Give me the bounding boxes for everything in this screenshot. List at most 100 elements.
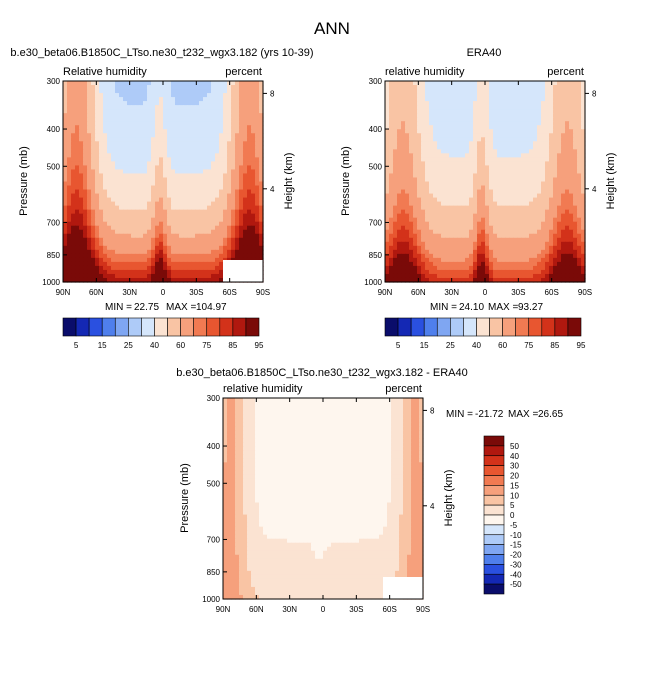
field-cell [207,217,212,223]
field-cell [251,117,256,122]
field-cell [501,273,506,279]
field-cell [517,201,522,207]
field-cell [485,221,490,227]
field-cell [529,209,534,215]
field-cell [485,149,490,154]
field-cell [529,229,534,235]
field-cell [119,217,124,223]
field-cell [155,193,160,199]
field-cell [437,245,442,251]
field-cell [401,93,406,98]
field-cell [517,93,522,98]
field-cell [385,205,390,211]
field-cell [175,197,180,203]
field-cell [557,249,562,255]
field-cell [385,257,390,263]
field-cell [529,221,534,227]
field-cell [151,85,156,90]
field-cell [505,169,510,175]
field-cell [231,117,236,122]
field-cell [67,177,72,183]
field-cell [251,217,256,223]
field-cell [401,237,406,243]
field-cell [191,153,196,158]
field-cell [453,205,458,211]
field-cell [183,125,188,130]
field-cell [83,241,88,247]
field-cell [155,93,160,98]
field-cell [159,237,164,243]
field-cell [227,225,232,231]
field-cell [485,181,490,187]
field-cell [573,269,578,275]
field-cell [207,253,212,259]
field-cell [453,245,458,251]
field-cell [509,269,514,275]
field-cell [389,209,394,215]
field-cell [505,253,510,259]
field-cell [79,213,84,219]
field-cell [405,165,410,171]
field-cell [135,277,140,283]
field-cell [95,237,100,243]
field-cell [191,241,196,247]
field-cell [167,201,172,207]
field-cell [227,157,232,162]
field-cell [183,253,188,259]
field-cell [445,253,450,259]
field-cell [461,273,466,279]
field-cell [513,117,518,122]
field-cell [561,253,566,259]
field-cell [71,241,76,247]
field-cell [449,177,454,183]
field-cell [517,209,522,215]
field-cell [179,149,184,154]
field-cell [183,93,188,98]
field-cell [421,149,426,154]
field-cell [413,117,418,122]
field-cell [517,241,522,247]
field-cell [227,237,232,243]
field-cell [421,261,426,267]
field-cell [91,113,96,118]
field-cell [219,105,224,110]
field-cell [171,81,176,86]
field-cell [143,89,148,94]
y-axis-label: Pressure (mb) [18,146,30,216]
field-cell [99,217,104,223]
field-cell [405,201,410,207]
field-cell [461,257,466,263]
field-cell [103,269,108,275]
field-cell [465,213,470,219]
field-cell [135,181,140,187]
field-cell [385,109,390,114]
field-cell [207,141,212,146]
field-cell [513,149,518,154]
field-cell [111,241,116,247]
field-cell [95,137,100,142]
field-cell [473,141,478,146]
field-cell [573,93,578,98]
field-cell [409,237,414,243]
field-cell [565,193,570,199]
field-cell [565,213,570,219]
field-cell [413,101,418,106]
field-cell [135,157,140,162]
field-cell [183,193,188,199]
field-cell [525,125,530,130]
field-cell [397,169,402,175]
field-cell [537,97,542,102]
field-cell [461,221,466,227]
field-cell [481,85,486,90]
field-cell [525,245,530,251]
field-cell [565,161,570,167]
field-cell [497,121,502,126]
field-cell [119,253,124,259]
field-cell [91,193,96,199]
field-cell [509,225,514,231]
field-cell [453,213,458,219]
field-cell [553,177,558,183]
field-cell [549,205,554,211]
field-cell [151,185,156,191]
field-cell [207,249,212,255]
